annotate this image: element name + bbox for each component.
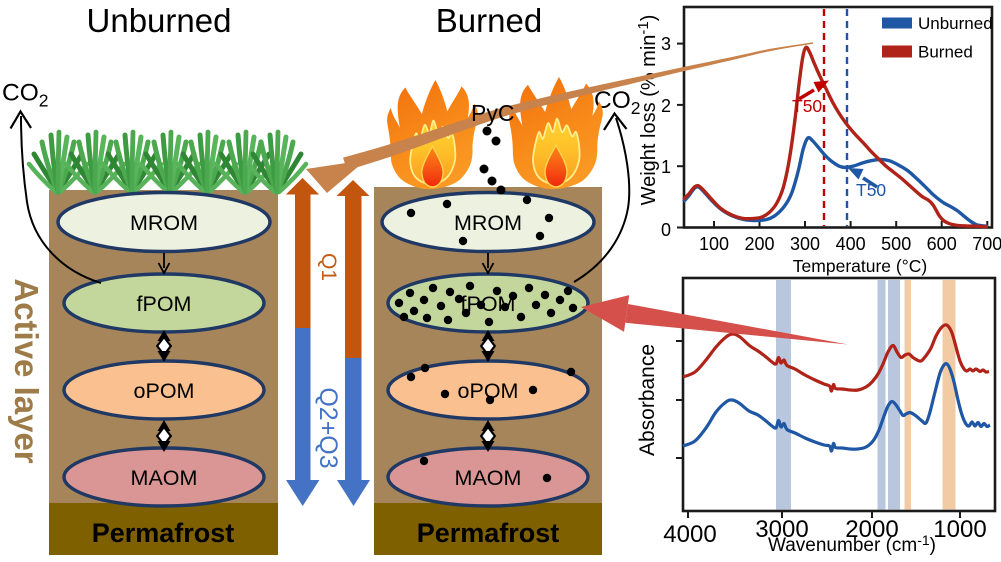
svg-text:4000: 4000: [663, 521, 716, 548]
svg-text:400: 400: [836, 234, 866, 254]
svg-text:MAOM: MAOM: [455, 466, 522, 490]
svg-text:fPOM: fPOM: [137, 292, 192, 316]
svg-text:Absorbance: Absorbance: [636, 344, 659, 456]
svg-text:Unburned: Unburned: [87, 2, 232, 39]
svg-text:1: 1: [661, 157, 671, 177]
svg-text:T50: T50: [792, 96, 822, 116]
svg-text:Q2+Q3: Q2+Q3: [314, 387, 342, 468]
svg-text:Temperature (°C): Temperature (°C): [793, 256, 927, 276]
svg-text:600: 600: [927, 234, 957, 254]
svg-text:500: 500: [881, 234, 911, 254]
svg-text:2: 2: [661, 96, 671, 116]
svg-text:oPOM: oPOM: [458, 379, 519, 403]
svg-text:200: 200: [744, 234, 774, 254]
svg-text:MROM: MROM: [454, 211, 522, 235]
svg-text:Wavenumber (cm-1): Wavenumber (cm-1): [768, 532, 936, 556]
svg-text:oPOM: oPOM: [134, 379, 195, 403]
svg-text:MAOM: MAOM: [131, 466, 198, 490]
svg-text:Permafrost: Permafrost: [92, 518, 235, 548]
svg-text:3000: 3000: [755, 516, 808, 543]
svg-text:2000: 2000: [845, 516, 898, 543]
svg-text:Burned: Burned: [436, 2, 542, 39]
svg-text:Q1: Q1: [317, 253, 340, 281]
svg-text:T50: T50: [856, 180, 886, 200]
svg-text:3: 3: [661, 34, 671, 54]
svg-text:Weight loss (% min-1): Weight loss (% min-1): [635, 15, 660, 206]
svg-text:700: 700: [972, 234, 1001, 254]
svg-text:fPOM: fPOM: [461, 292, 516, 316]
svg-text:PyC: PyC: [471, 100, 514, 126]
svg-text:Active layer: Active layer: [8, 278, 45, 463]
svg-text:MROM: MROM: [130, 211, 198, 235]
svg-text:100: 100: [699, 234, 729, 254]
svg-text:1000: 1000: [933, 516, 986, 543]
svg-text:0: 0: [661, 220, 671, 240]
svg-text:Unburned: Unburned: [918, 14, 993, 33]
svg-text:Burned: Burned: [918, 43, 973, 62]
svg-text:300: 300: [790, 234, 820, 254]
svg-text:Permafrost: Permafrost: [417, 518, 560, 548]
